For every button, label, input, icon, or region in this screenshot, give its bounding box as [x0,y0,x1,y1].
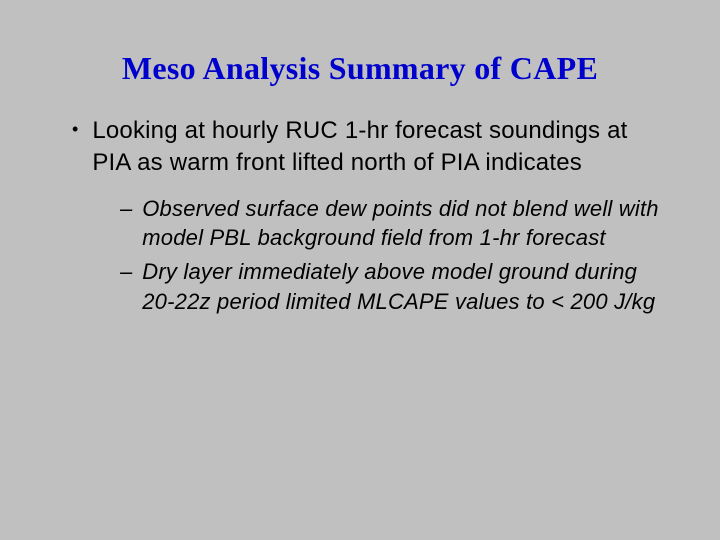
bullet-marker: • [72,117,78,141]
slide-title: Meso Analysis Summary of CAPE [60,50,660,87]
sub-bullet-text: Observed surface dew points did not blen… [142,194,660,253]
bullet-level1: • Looking at hourly RUC 1-hr forecast so… [60,115,660,180]
bullet-text: Looking at hourly RUC 1-hr forecast soun… [92,115,632,180]
bullet-level2: – Dry layer immediately above model grou… [120,257,660,316]
sub-bullet-text: Dry layer immediately above model ground… [142,257,660,316]
bullet-level2: – Observed surface dew points did not bl… [120,194,660,253]
sub-bullet-marker: – [120,194,132,224]
sub-bullet-marker: – [120,257,132,287]
slide-container: Meso Analysis Summary of CAPE • Looking … [0,0,720,540]
sub-bullet-list: – Observed surface dew points did not bl… [60,194,660,317]
